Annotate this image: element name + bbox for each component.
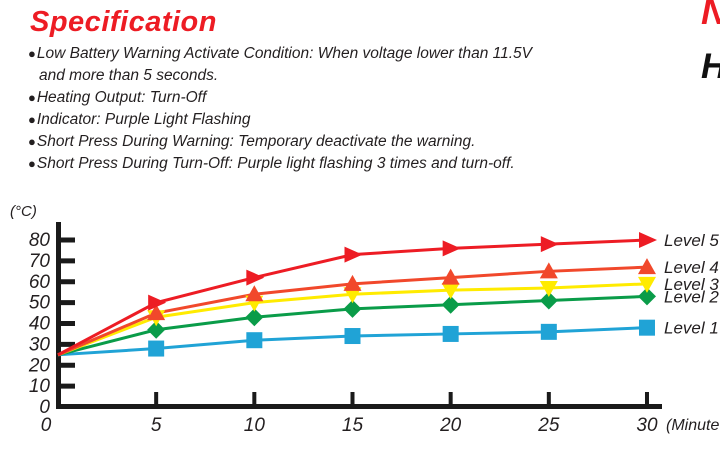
y-tick — [58, 237, 75, 243]
bullet-text-continuation: and more than 5 seconds. — [39, 67, 219, 84]
triangle-down-marker-level-3 — [539, 281, 558, 298]
clipped-right-edge-text: N H — [701, 0, 720, 110]
diamond-marker-level-2 — [539, 291, 558, 310]
legend-label-level-5: Level 5 — [664, 231, 719, 250]
x-tick-label: 30 — [636, 415, 658, 436]
bullet-icon: ● — [28, 112, 36, 127]
y-tick — [58, 321, 75, 326]
triangle-right-marker-level-5 — [148, 294, 167, 311]
legend-label-level-4: Level 4 — [664, 258, 719, 277]
clipped-black-letter: H — [701, 47, 720, 87]
bullet-text: Short Press During Turn-Off: Purple ligh… — [36, 155, 515, 172]
y-tick — [58, 362, 75, 368]
y-tick-label: 10 — [29, 376, 51, 397]
x-tick-label: 0 — [41, 415, 52, 436]
triangle-up-marker-level-4 — [637, 258, 656, 275]
x-axis — [56, 404, 662, 409]
triangle-down-marker-level-3 — [441, 283, 460, 300]
list-item: ● Heating Output: Turn-Off — [28, 87, 648, 109]
y-tick-label: 40 — [29, 314, 51, 335]
list-item: ● Indicator: Purple Light Flashing — [28, 109, 648, 131]
bullet-text: Heating Output: Turn-Off — [36, 89, 207, 106]
square-marker-level-1 — [442, 325, 459, 342]
y-tick-label: 80 — [29, 230, 51, 251]
legend-label-level-2: Level 2 — [664, 287, 719, 306]
y-tick-label: 50 — [29, 293, 51, 314]
x-tick — [448, 392, 453, 404]
triangle-up-marker-level-4 — [245, 285, 264, 302]
page-title: Specification — [30, 6, 217, 38]
triangle-right-marker-level-5 — [638, 232, 657, 248]
spec-bullet-list: ● Low Battery Warning Activate Condition… — [28, 43, 648, 175]
bullet-text: Indicator: Purple Light Flashing — [36, 111, 251, 128]
x-tick — [252, 392, 257, 404]
y-tick-label: 0 — [39, 397, 50, 418]
triangle-right-marker-level-5 — [540, 236, 559, 253]
bullet-icon: ● — [28, 46, 36, 61]
x-tick — [350, 392, 355, 404]
square-marker-level-1 — [638, 319, 655, 336]
bullet-icon: ● — [28, 90, 36, 105]
square-marker-level-1 — [246, 332, 263, 349]
x-tick — [644, 392, 649, 404]
y-tick-label: 70 — [29, 251, 51, 272]
triangle-up-marker-level-4 — [147, 304, 166, 321]
legend-label-level-1: Level 1 — [664, 319, 719, 338]
x-axis-unit-label: (Minute — [666, 417, 719, 434]
y-tick — [58, 383, 75, 389]
list-item: ● Short Press During Turn-Off: Purple li… — [28, 153, 648, 175]
list-item: ● Short Press During Warning: Temporary … — [28, 131, 648, 153]
bullet-text: Short Press During Warning: Temporary de… — [36, 133, 476, 150]
list-item: ● Low Battery Warning Activate Condition… — [28, 43, 648, 65]
x-tick — [154, 392, 159, 404]
triangle-up-marker-level-4 — [343, 274, 362, 291]
y-tick — [58, 300, 75, 306]
diamond-marker-level-2 — [343, 299, 362, 318]
x-tick-label: 15 — [342, 415, 364, 436]
diamond-marker-level-2 — [637, 287, 656, 306]
x-tick-label: 20 — [439, 415, 462, 436]
y-axis-unit-label: (°C) — [10, 203, 37, 220]
triangle-right-marker-level-5 — [344, 246, 363, 263]
x-tick-label: 5 — [151, 415, 162, 436]
y-tick-label: 30 — [29, 334, 51, 355]
clipped-red-letter: N — [701, 0, 720, 33]
bullet-text: Low Battery Warning Activate Condition: … — [36, 45, 532, 62]
bullet-icon: ● — [28, 134, 36, 149]
triangle-right-marker-level-5 — [246, 269, 265, 286]
square-marker-level-1 — [344, 328, 361, 345]
y-tick — [58, 258, 75, 264]
y-tick-label: 20 — [28, 355, 51, 376]
triangle-right-marker-level-5 — [442, 240, 461, 257]
diamond-marker-level-2 — [147, 320, 166, 339]
diamond-marker-level-2 — [245, 308, 264, 327]
bullet-icon: ● — [28, 156, 36, 171]
x-tick-label: 25 — [537, 415, 560, 436]
diamond-marker-level-2 — [441, 295, 460, 314]
triangle-down-marker-level-3 — [343, 287, 362, 304]
y-axis — [56, 222, 61, 409]
x-tick-label: 10 — [244, 415, 266, 436]
y-tick — [58, 341, 75, 347]
x-tick — [546, 392, 551, 404]
square-marker-level-1 — [540, 323, 557, 340]
triangle-up-marker-level-4 — [539, 262, 558, 279]
legend-label-level-3: Level 3 — [664, 275, 719, 294]
y-tick-label: 60 — [29, 272, 51, 293]
square-marker-level-1 — [148, 340, 165, 357]
y-tick — [58, 279, 75, 285]
triangle-down-marker-level-3 — [637, 276, 656, 293]
triangle-up-marker-level-4 — [441, 268, 460, 285]
